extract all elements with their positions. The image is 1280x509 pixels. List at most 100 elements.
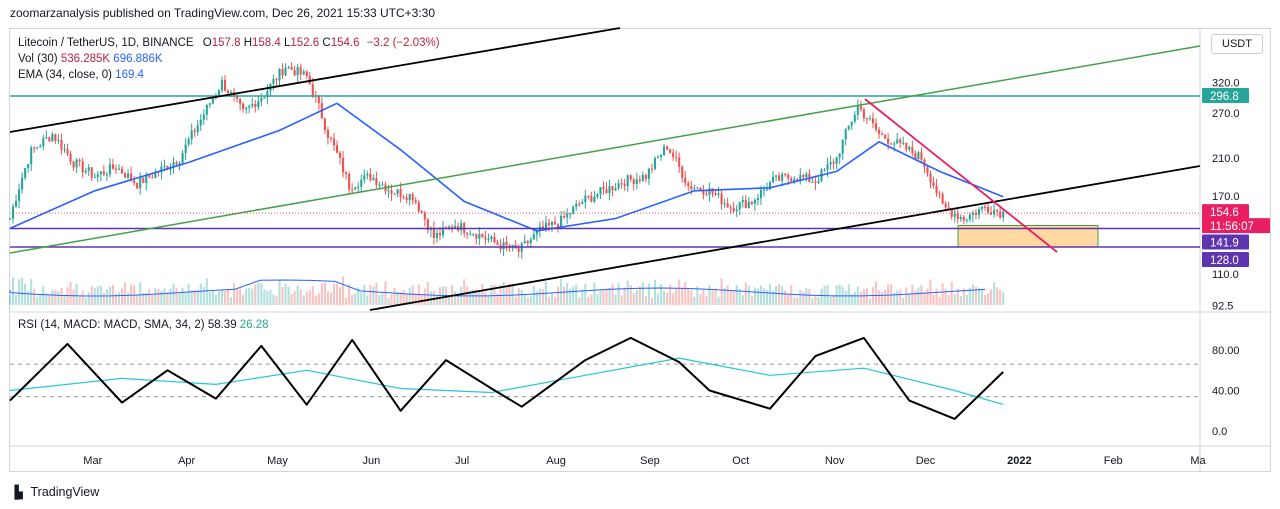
- volume-bar: [311, 286, 314, 305]
- volume-bar: [14, 295, 18, 305]
- volume-bar: [136, 295, 139, 305]
- candle-body: [575, 203, 578, 207]
- candle-body: [902, 142, 905, 144]
- candle-body: [405, 197, 408, 201]
- volume-bar: [160, 290, 163, 305]
- volume-bar: [517, 287, 520, 305]
- legend-vol-1: 536.285K: [60, 53, 111, 65]
- candle-body: [859, 105, 862, 110]
- candle-body: [460, 223, 463, 231]
- candle-body: [662, 146, 666, 156]
- volume-bar: [796, 297, 799, 305]
- volume-bar: [508, 283, 511, 305]
- volume-bar: [420, 294, 423, 305]
- volume-bar: [275, 296, 278, 305]
- candle-body: [290, 66, 293, 70]
- candle-body: [257, 101, 260, 108]
- candle-body: [684, 177, 687, 184]
- candle-body: [345, 172, 348, 174]
- volume-bar: [202, 287, 205, 305]
- candle-body: [983, 206, 987, 208]
- volume-bar: [711, 290, 714, 305]
- rsi-tick-label: 40.00: [1212, 386, 1240, 398]
- volume-bar: [611, 283, 614, 305]
- volume-bar: [735, 284, 738, 305]
- legend-low: 152.6: [290, 37, 320, 49]
- rsi-signal-line: [9, 357, 1004, 405]
- candle-body: [184, 144, 187, 154]
- downtrend-line: [864, 98, 1058, 253]
- volume-bar: [862, 289, 865, 305]
- volume-bar: [393, 287, 396, 305]
- volume-bar: [980, 290, 984, 305]
- candle-body: [593, 196, 596, 202]
- candle-body: [226, 90, 230, 94]
- volume-bar: [781, 286, 784, 305]
- volume-bar: [520, 289, 523, 305]
- volume-bar: [338, 286, 342, 305]
- volume-bar: [308, 290, 311, 305]
- volume-bar: [829, 297, 832, 305]
- candle-body: [566, 213, 569, 218]
- candle-body: [856, 105, 859, 115]
- volume-bar: [584, 283, 587, 305]
- volume-bar: [547, 297, 551, 305]
- volume-bar: [917, 287, 920, 305]
- candle-body: [390, 190, 393, 194]
- candle-body: [166, 165, 169, 170]
- volume-bar: [426, 282, 429, 305]
- time-tick-label: Jun: [362, 455, 380, 467]
- volume-bar: [478, 289, 481, 305]
- volume-bar: [239, 288, 242, 305]
- time-tick-label: 2022: [1007, 455, 1031, 467]
- volume-bar: [245, 288, 248, 305]
- volume-bar: [223, 291, 227, 305]
- currency-unit-button[interactable]: USDT: [1211, 34, 1263, 54]
- candle-body: [438, 232, 442, 236]
- candle-body: [342, 157, 345, 173]
- volume-bar: [190, 290, 193, 305]
- volume-bar: [659, 284, 663, 305]
- chart-frame[interactable]: [9, 28, 1271, 472]
- candle-body: [884, 134, 887, 139]
- ema-line: [9, 102, 1004, 232]
- candle-body: [914, 153, 917, 159]
- volume-bar: [956, 289, 959, 305]
- volume-bar: [714, 288, 717, 305]
- volume-bar: [672, 293, 675, 305]
- volume-bar: [953, 294, 956, 305]
- volume-bar: [596, 294, 599, 305]
- volume-bar: [272, 294, 275, 305]
- candle-body: [999, 211, 1002, 218]
- candle-body: [862, 109, 865, 119]
- candle-body: [529, 239, 532, 244]
- volume-bar: [199, 283, 202, 305]
- footer-brand[interactable]: ▐▖ TradingView: [10, 484, 99, 499]
- candle-body: [363, 175, 366, 180]
- volume-bar: [884, 290, 887, 305]
- candle-body: [672, 152, 675, 158]
- volume-bar: [602, 289, 605, 305]
- candle-body: [941, 194, 944, 204]
- volume-bar: [999, 289, 1002, 305]
- volume-bar: [402, 290, 405, 305]
- volume-bar: [284, 283, 287, 305]
- volume-bar: [151, 294, 154, 305]
- volume-bar: [266, 291, 269, 305]
- volume-bar: [990, 289, 993, 305]
- volume-bar: [799, 289, 802, 305]
- candle-body: [771, 176, 775, 183]
- candle-body: [944, 203, 947, 208]
- volume-bar: [635, 290, 638, 305]
- candle-body: [335, 145, 339, 153]
- candle-body: [1002, 211, 1005, 218]
- volume-bar: [569, 288, 572, 305]
- volume-bar: [75, 284, 78, 305]
- candle-body: [293, 69, 296, 76]
- volume-bar: [838, 284, 841, 305]
- volume-bar: [814, 296, 817, 305]
- candle-body: [287, 66, 290, 68]
- volume-bar: [926, 288, 929, 305]
- volume-bar: [675, 287, 678, 305]
